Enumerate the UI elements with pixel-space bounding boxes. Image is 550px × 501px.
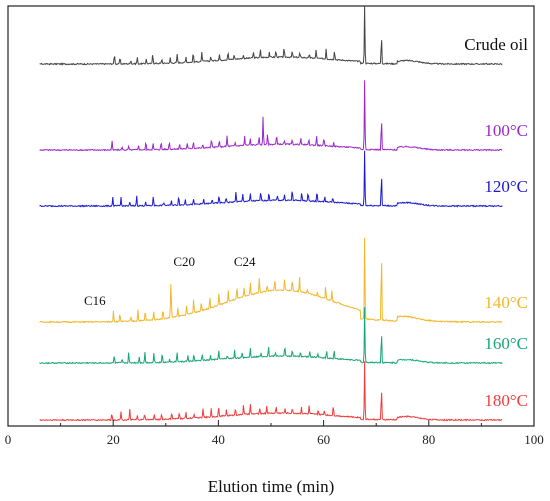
x-tick-label: 40	[212, 432, 225, 447]
series-label: 120°C	[484, 177, 528, 196]
trace-140-c	[39, 237, 503, 324]
series-label: 160°C	[484, 334, 528, 353]
trace-160-c	[39, 307, 503, 365]
peak-label-c16: C16	[84, 293, 106, 308]
x-tick-label: 0	[5, 432, 12, 447]
trace-100-c	[39, 80, 503, 152]
x-axis-title: Elution time (min)	[208, 477, 335, 496]
series-labels: Crude oil 100°C 120°C 140°C 160°C 180°C	[464, 35, 528, 410]
chromatogram-traces	[39, 5, 503, 422]
x-tick-label: 20	[107, 432, 120, 447]
series-label: Crude oil	[464, 35, 528, 54]
peak-annotations: C16 C20 C24	[84, 254, 256, 308]
x-tick-label: 100	[524, 432, 544, 447]
trace-180-c	[39, 361, 503, 422]
x-tick-label: 60	[317, 432, 330, 447]
x-axis: 0 20 40 60 80 100	[5, 420, 544, 447]
trace-120-c	[39, 150, 503, 208]
series-label: 140°C	[484, 293, 528, 312]
series-label: 100°C	[484, 121, 528, 140]
series-label: 180°C	[484, 391, 528, 410]
x-tick-label: 80	[422, 432, 435, 447]
peak-label-c20: C20	[173, 254, 195, 269]
trace-crude-oil	[39, 5, 503, 66]
peak-label-c24: C24	[234, 254, 256, 269]
